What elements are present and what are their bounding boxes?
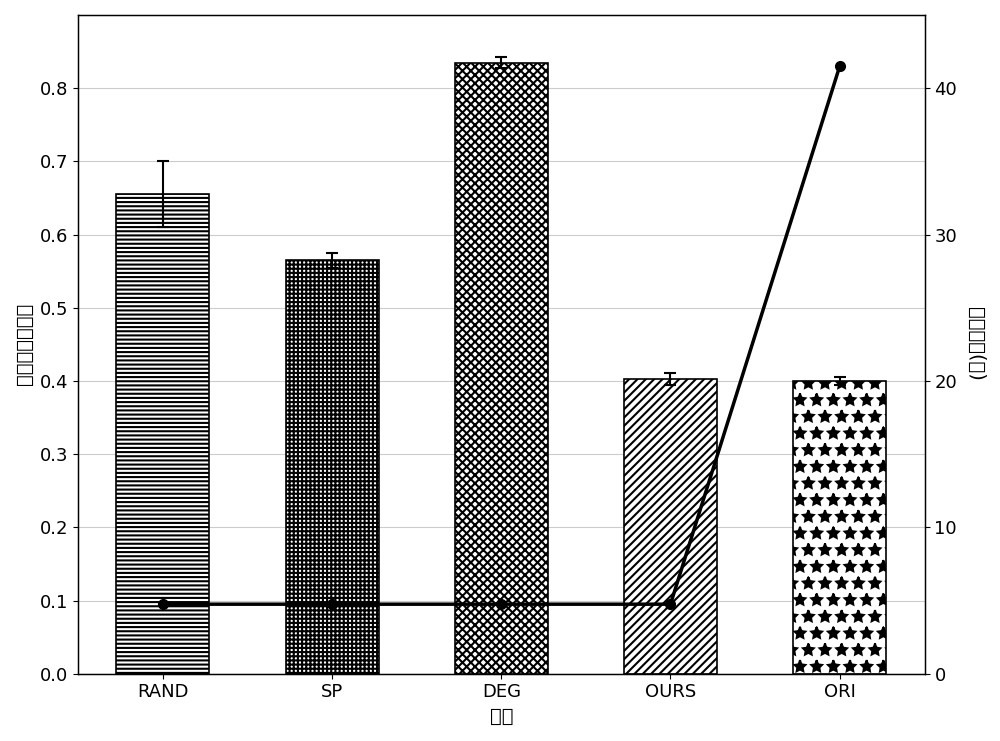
Bar xyxy=(116,194,209,674)
Bar xyxy=(624,379,717,674)
Bar xyxy=(793,381,886,674)
Bar xyxy=(286,260,379,674)
X-axis label: 方法: 方法 xyxy=(490,707,513,726)
Y-axis label: 最大链路利用率: 最大链路利用率 xyxy=(15,303,34,385)
Bar xyxy=(455,62,548,674)
Y-axis label: 计算时间(秒): 计算时间(秒) xyxy=(966,308,985,382)
